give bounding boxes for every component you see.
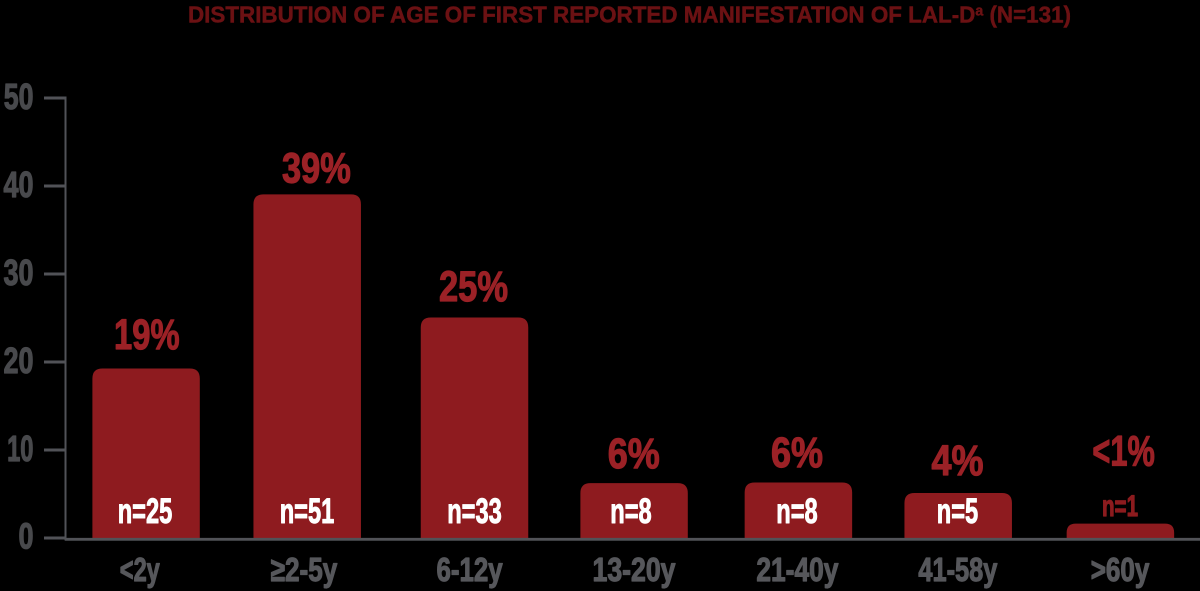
svg-text:6%: 6% <box>771 429 823 477</box>
svg-text:20: 20 <box>4 340 34 381</box>
svg-text:21-40y: 21-40y <box>756 552 838 589</box>
svg-text:25%: 25% <box>439 263 508 311</box>
svg-text:39%: 39% <box>282 144 351 192</box>
svg-text:n=8: n=8 <box>610 491 651 531</box>
svg-text:n=51: n=51 <box>280 491 335 531</box>
svg-text:n=8: n=8 <box>776 491 817 531</box>
svg-text:n=5: n=5 <box>937 491 978 531</box>
svg-text:<1%: <1% <box>1092 428 1154 476</box>
svg-text:4%: 4% <box>932 437 984 485</box>
svg-text:30: 30 <box>4 252 34 293</box>
svg-text:50: 50 <box>4 76 34 117</box>
svg-text:>60y: >60y <box>1091 552 1150 589</box>
svg-text:6-12y: 6-12y <box>437 552 503 589</box>
svg-text:10: 10 <box>7 428 33 469</box>
svg-text:0: 0 <box>19 516 34 557</box>
svg-text:DISTRIBUTION OF AGE OF FIRST R: DISTRIBUTION OF AGE OF FIRST REPORTED MA… <box>188 1 1071 27</box>
svg-text:≥2-5y: ≥2-5y <box>271 552 338 589</box>
svg-text:n=1: n=1 <box>1102 490 1138 523</box>
svg-text:<2y: <2y <box>120 552 160 589</box>
svg-text:19%: 19% <box>114 311 180 359</box>
svg-text:n=25: n=25 <box>118 491 173 531</box>
svg-text:6%: 6% <box>608 430 660 478</box>
svg-text:13-20y: 13-20y <box>593 552 676 589</box>
svg-text:40: 40 <box>4 164 34 205</box>
svg-text:n=33: n=33 <box>447 491 502 531</box>
svg-text:41-58y: 41-58y <box>918 552 997 589</box>
